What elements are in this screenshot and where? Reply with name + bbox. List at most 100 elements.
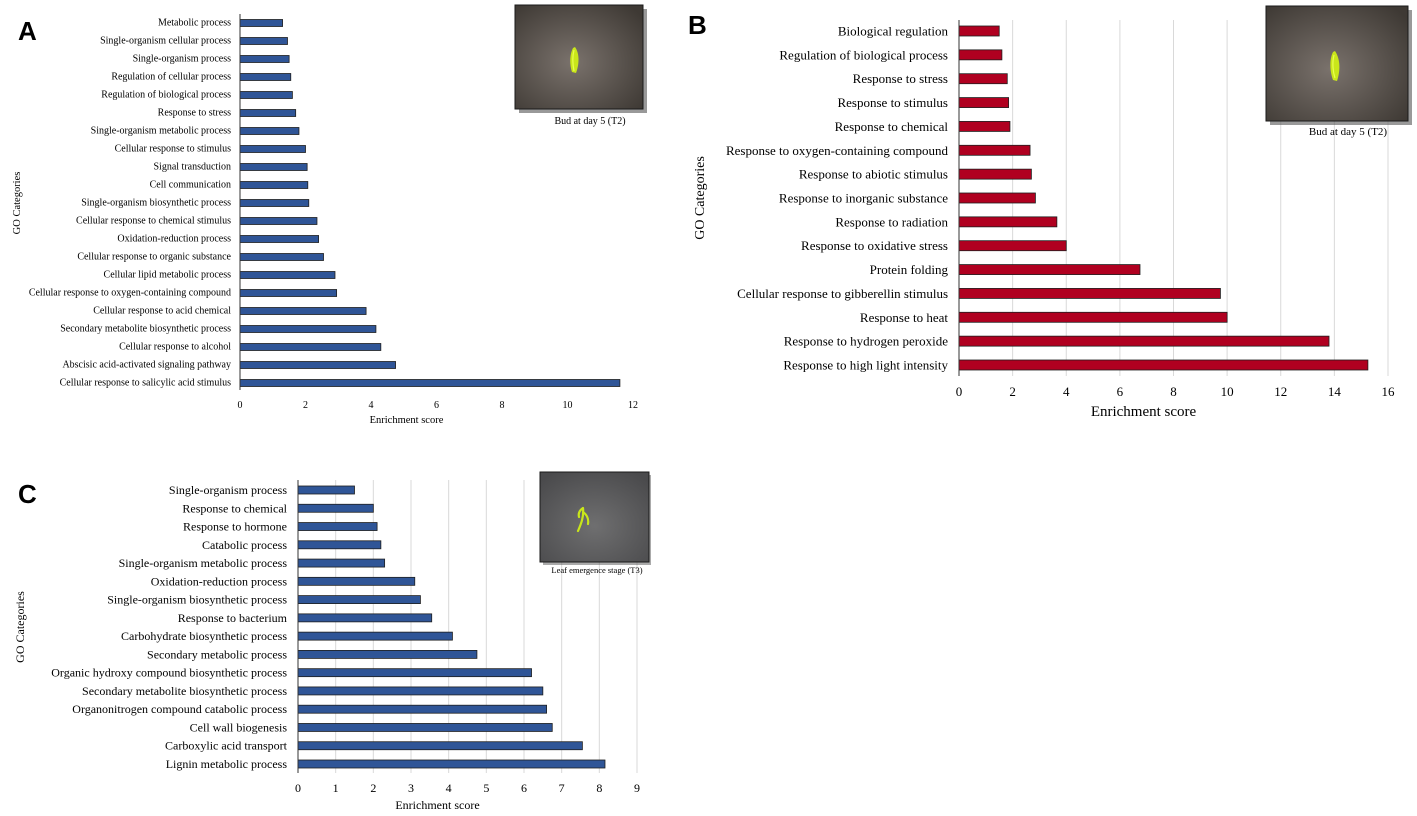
x-tick-label-a-5: 10 bbox=[563, 400, 573, 411]
category-label-a-12: Oxidation-reduction process bbox=[117, 234, 231, 245]
inset-photo-c bbox=[539, 471, 651, 565]
x-tick-label-c-6: 6 bbox=[521, 781, 527, 795]
category-label-a-5: Response to stress bbox=[158, 108, 231, 119]
x-tick-label-a-6: 12 bbox=[628, 400, 638, 411]
bar-a-13 bbox=[239, 253, 324, 261]
x-tick-label-c-0: 0 bbox=[295, 781, 301, 795]
category-label-a-19: Abscisic acid-activated signaling pathwa… bbox=[62, 360, 231, 371]
category-label-b-8: Response to radiation bbox=[835, 214, 948, 229]
y-axis-title-b: GO Categories bbox=[693, 156, 708, 240]
bar-b-3 bbox=[958, 97, 1010, 108]
category-label-c-12: Organonitrogen compound catabolic proces… bbox=[72, 702, 287, 716]
x-tick-label-b-8: 16 bbox=[1382, 384, 1396, 399]
category-label-c-2: Response to hormone bbox=[183, 520, 287, 534]
x-tick-label-b-7: 14 bbox=[1328, 384, 1342, 399]
bar-c-1 bbox=[297, 503, 374, 513]
category-label-a-10: Single-organism biosynthetic process bbox=[81, 198, 231, 209]
category-label-a-8: Signal transduction bbox=[154, 162, 232, 173]
x-tick-label-b-0: 0 bbox=[956, 384, 963, 399]
category-label-a-11: Cellular response to chemical stimulus bbox=[76, 216, 231, 227]
bar-c-8 bbox=[297, 631, 453, 641]
category-label-c-1: Response to chemical bbox=[182, 501, 287, 515]
bar-c-14 bbox=[297, 741, 583, 751]
category-label-c-7: Response to bacterium bbox=[178, 611, 288, 625]
category-label-a-18: Cellular response to alcohol bbox=[119, 342, 231, 353]
inset-caption-b: Bud at day 5 (T2) bbox=[1309, 126, 1388, 138]
bar-a-9 bbox=[239, 181, 309, 189]
bar-b-9 bbox=[958, 240, 1067, 252]
x-tick-label-a-2: 4 bbox=[369, 400, 374, 411]
x-tick-label-a-1: 2 bbox=[303, 400, 308, 411]
category-label-a-14: Cellular lipid metabolic process bbox=[104, 270, 232, 281]
inset-caption-a: Bud at day 5 (T2) bbox=[554, 116, 625, 127]
x-tick-label-b-5: 10 bbox=[1221, 384, 1234, 399]
x-tick-label-b-2: 4 bbox=[1063, 384, 1070, 399]
bar-a-18 bbox=[239, 343, 382, 351]
bar-c-12 bbox=[297, 704, 548, 714]
category-label-b-14: Response to high light intensity bbox=[783, 358, 948, 373]
bar-a-12 bbox=[239, 235, 319, 243]
bar-b-7 bbox=[958, 192, 1036, 204]
category-label-a-9: Cell communication bbox=[150, 180, 231, 191]
bar-b-6 bbox=[958, 168, 1032, 180]
bar-a-19 bbox=[239, 361, 396, 369]
bar-a-2 bbox=[239, 55, 290, 63]
x-tick-label-a-3: 6 bbox=[434, 400, 439, 411]
category-label-c-6: Single-organism biosynthetic process bbox=[107, 593, 287, 607]
bar-b-14 bbox=[958, 359, 1369, 371]
bar-c-3 bbox=[297, 540, 382, 550]
category-label-b-6: Response to abiotic stimulus bbox=[799, 167, 948, 182]
bar-b-10 bbox=[958, 264, 1141, 275]
category-label-a-1: Single-organism cellular process bbox=[100, 36, 231, 47]
x-tick-label-b-3: 6 bbox=[1117, 384, 1124, 399]
bar-a-11 bbox=[239, 217, 318, 225]
y-axis-title-a: GO Categories bbox=[12, 172, 23, 235]
category-label-c-14: Carboxylic acid transport bbox=[165, 739, 288, 753]
bar-c-2 bbox=[297, 522, 378, 531]
x-tick-label-c-3: 3 bbox=[408, 781, 414, 795]
x-tick-label-b-1: 2 bbox=[1009, 384, 1016, 399]
category-label-a-17: Secondary metabolite biosynthetic proces… bbox=[60, 324, 231, 335]
bar-a-16 bbox=[239, 307, 367, 315]
category-label-a-13: Cellular response to organic substance bbox=[77, 252, 231, 263]
bar-c-10 bbox=[297, 668, 532, 678]
category-label-b-7: Response to inorganic substance bbox=[779, 191, 948, 206]
category-label-b-0: Biological regulation bbox=[838, 24, 949, 39]
x-tick-label-b-4: 8 bbox=[1170, 384, 1177, 399]
bar-b-12 bbox=[958, 311, 1228, 323]
bar-a-8 bbox=[239, 163, 308, 171]
category-label-a-15: Cellular response to oxygen-containing c… bbox=[29, 288, 231, 299]
x-axis-title-c: Enrichment score bbox=[395, 798, 479, 812]
panel-letter-b: B bbox=[688, 10, 707, 40]
x-tick-label-c-5: 5 bbox=[483, 781, 489, 795]
bar-b-4 bbox=[958, 121, 1011, 132]
category-label-b-3: Response to stimulus bbox=[837, 95, 948, 110]
panel-letter-a: A bbox=[18, 16, 37, 46]
bar-b-13 bbox=[958, 335, 1330, 347]
x-tick-label-c-4: 4 bbox=[446, 781, 452, 795]
category-label-c-11: Secondary metabolite biosynthetic proces… bbox=[82, 684, 287, 698]
x-tick-label-c-2: 2 bbox=[370, 781, 376, 795]
inset-photo-a bbox=[514, 4, 647, 113]
bar-c-7 bbox=[297, 613, 433, 623]
bar-a-0 bbox=[239, 19, 283, 27]
category-label-b-5: Response to oxygen-containing compound bbox=[726, 143, 949, 158]
x-axis-title-b: Enrichment score bbox=[1091, 404, 1197, 420]
category-label-b-2: Response to stress bbox=[853, 71, 948, 86]
bar-b-5 bbox=[958, 144, 1031, 156]
bar-a-5 bbox=[239, 109, 297, 117]
category-label-c-13: Cell wall biogenesis bbox=[190, 720, 288, 734]
category-label-c-10: Organic hydroxy compound biosynthetic pr… bbox=[51, 666, 287, 680]
bar-a-20 bbox=[239, 379, 621, 387]
x-tick-label-a-4: 8 bbox=[500, 400, 505, 411]
bar-b-8 bbox=[958, 216, 1058, 228]
bar-a-1 bbox=[239, 37, 288, 45]
bar-c-9 bbox=[297, 650, 478, 659]
bar-c-5 bbox=[297, 576, 416, 586]
category-label-a-0: Metabolic process bbox=[158, 18, 231, 29]
category-label-b-11: Cellular response to gibberellin stimulu… bbox=[737, 286, 948, 301]
y-axis-title-c: GO Categories bbox=[13, 591, 27, 663]
bar-b-0 bbox=[958, 25, 1000, 37]
x-tick-label-c-7: 7 bbox=[559, 781, 565, 795]
